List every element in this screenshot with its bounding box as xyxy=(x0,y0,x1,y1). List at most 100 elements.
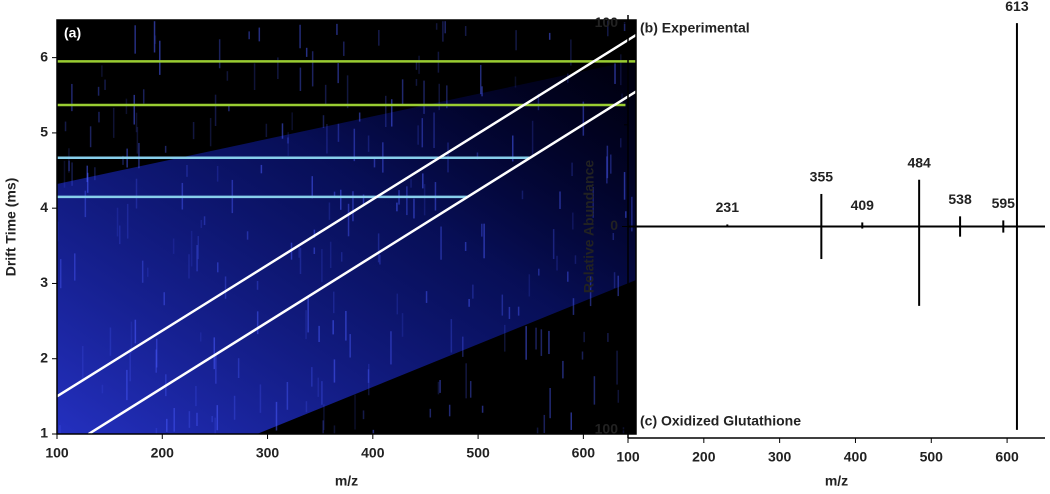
heatmap-streak xyxy=(337,63,339,84)
heatmap-streak xyxy=(464,241,467,251)
heatmap-streak xyxy=(548,330,550,355)
trend-line xyxy=(87,90,636,434)
heatmap-streak xyxy=(562,360,564,379)
heatmap-streak xyxy=(322,420,324,434)
heatmap-streak xyxy=(425,291,428,303)
heatmap-streak xyxy=(362,410,365,420)
heatmap-streak xyxy=(521,190,524,200)
heatmap-streak xyxy=(163,292,165,306)
heatmap-streak xyxy=(188,254,190,279)
x-axis-label: m/z xyxy=(825,473,848,489)
heatmap-streak xyxy=(543,414,546,434)
heatmap-streak xyxy=(468,298,470,307)
heatmap-streak xyxy=(429,408,432,418)
heatmap-streak xyxy=(287,137,289,144)
heatmap-streak xyxy=(332,320,334,335)
heatmap-streak xyxy=(617,275,619,297)
heatmap-streak xyxy=(353,128,356,162)
heatmap-streak xyxy=(101,65,103,77)
heatmap-streak xyxy=(188,411,191,428)
heatmap-streak xyxy=(556,255,558,271)
heatmap-streak xyxy=(481,405,484,413)
heatmap-streak xyxy=(552,229,555,260)
heatmap-streak xyxy=(396,202,398,212)
y-axis-label: Relative Abundance xyxy=(581,160,597,294)
peak-label: 484 xyxy=(907,154,931,170)
heatmap-streak xyxy=(358,112,361,122)
heatmap-streak xyxy=(228,105,230,112)
heatmap-streak xyxy=(413,198,415,219)
heatmap-streak xyxy=(311,176,313,199)
y-tick-label: 2 xyxy=(40,349,48,365)
heatmap-streak xyxy=(501,294,504,316)
y-tick-label: 5 xyxy=(40,124,48,140)
heatmap-streak xyxy=(450,319,453,353)
heatmap-streak xyxy=(607,333,609,342)
heatmap-streak xyxy=(305,310,307,340)
heatmap-streak xyxy=(401,313,404,337)
heatmap-streak xyxy=(439,380,441,393)
heatmap-streak xyxy=(631,196,633,232)
heatmap-streak xyxy=(119,225,121,245)
heatmap xyxy=(57,20,636,434)
heatmap-streak xyxy=(367,363,370,396)
heatmap-streak xyxy=(173,407,175,432)
heatmap-streak xyxy=(423,184,426,216)
heatmap-streak xyxy=(253,63,256,90)
heatmap-streak xyxy=(216,405,219,431)
y-tick-label: 100 xyxy=(595,14,619,30)
heatmap-streak xyxy=(199,332,202,342)
heatmap-streak xyxy=(592,187,594,218)
heatmap-streak xyxy=(71,83,73,112)
heatmap-streak xyxy=(86,172,89,193)
x-tick-label: 600 xyxy=(572,445,596,461)
heatmap-streak xyxy=(442,21,444,42)
heatmap-streak xyxy=(367,135,370,152)
heatmap-streak xyxy=(617,389,620,403)
heatmap-streak xyxy=(237,358,240,379)
heatmap-streak xyxy=(196,412,198,426)
heatmap-streak xyxy=(218,39,221,69)
heatmap-streak xyxy=(104,79,106,90)
heatmap-streak xyxy=(298,244,300,258)
heatmap-streak xyxy=(440,226,442,260)
heatmap-streak xyxy=(444,21,446,34)
heatmap-streak xyxy=(483,223,485,259)
heatmap-streak xyxy=(349,334,351,358)
heatmap-streak xyxy=(291,112,293,131)
heatmap-streak xyxy=(195,386,197,407)
heatmap-streak xyxy=(593,376,596,405)
heatmap-streak xyxy=(153,21,156,53)
heatmap-streak xyxy=(415,61,418,70)
heatmap-streak xyxy=(378,29,380,46)
heatmap-streak xyxy=(347,203,350,237)
y-tick-label: 4 xyxy=(40,199,48,215)
peak-label: 595 xyxy=(992,195,1016,211)
y-tick-label: 100 xyxy=(595,421,619,437)
heatmap-streak xyxy=(401,79,404,106)
heatmap-streak xyxy=(469,381,472,398)
x-tick-label: 100 xyxy=(45,445,69,461)
heatmap-streak xyxy=(135,112,138,133)
heatmap-streak xyxy=(415,79,418,86)
heatmap-streak xyxy=(340,189,342,210)
heatmap-streak xyxy=(326,124,328,154)
heatmap-streak xyxy=(258,27,261,42)
heatmap-streak xyxy=(63,160,66,188)
heatmap-streak xyxy=(265,123,268,138)
x-tick-label: 200 xyxy=(692,449,716,465)
y-axis-label: Drift Time (ms) xyxy=(3,178,19,277)
heatmap-streak xyxy=(607,20,609,37)
heatmap-streak xyxy=(259,384,262,413)
x-tick-label: 600 xyxy=(995,449,1019,465)
heatmap-streak xyxy=(616,350,618,385)
heatmap-streak xyxy=(86,165,89,183)
panel-b: 100 200 300 400 500 600 100 0 100 231 355 409 484 538… xyxy=(581,0,1045,489)
x-tick-label: 300 xyxy=(256,445,280,461)
heatmap-streak xyxy=(133,94,136,125)
heatmap-streak xyxy=(606,145,609,179)
heatmap-streak xyxy=(517,306,520,316)
heatmap-streak xyxy=(583,331,585,343)
heatmap-streak xyxy=(337,123,340,142)
heatmap-streak xyxy=(422,173,424,189)
